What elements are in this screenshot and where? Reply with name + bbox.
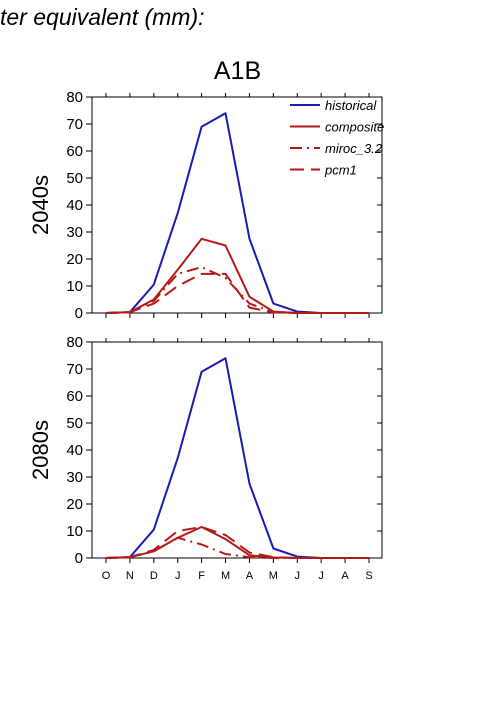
x-tick-label: M [221,570,230,582]
x-tick-label: M [269,570,278,582]
y-tick-label: 70 [66,361,83,378]
y-tick-label: 80 [66,334,83,351]
series-line-composite [105,526,369,559]
y-tick-label: 10 [66,278,83,295]
plot-frame [91,341,383,559]
x-tick-label: S [365,570,372,582]
y-tick-label: 30 [66,224,83,241]
series-line-pcm1 [105,272,369,314]
y-tick-label: 0 [75,550,83,567]
y-tick-label: 50 [66,415,83,432]
x-tick-label: J [295,570,301,582]
x-tick-label: A [341,570,349,582]
x-tick-label: D [150,570,158,582]
legend-entry: historical [325,98,377,113]
legend-entry: miroc_3.2 [325,141,383,156]
y-tick-label: 40 [66,442,83,459]
legend-entry: composite [325,120,384,135]
x-tick-label: J [318,570,324,582]
x-tick-label: A [246,570,254,582]
legend-entry: pcm1 [324,163,357,178]
y-tick-label: 20 [66,496,83,513]
x-tick-label: O [102,570,111,582]
y-tick-label: 60 [66,388,83,405]
y-tick-label: 70 [66,116,83,133]
y-tick-label: 60 [66,143,83,160]
series-line-pcm1 [105,526,369,559]
y-axis-label: 2080s [28,420,53,480]
y-tick-label: 80 [66,89,83,106]
y-tick-label: 10 [66,523,83,540]
series-line-composite [105,237,369,314]
x-tick-label: N [126,570,134,582]
figure-header: ter equivalent (mm): [0,4,205,30]
y-tick-label: 30 [66,469,83,486]
x-tick-label: F [198,570,205,582]
x-tick-label: J [175,570,181,582]
y-tick-label: 20 [66,251,83,268]
y-tick-label: 0 [75,305,83,322]
y-axis-label: 2040s [28,175,53,235]
chart-title: A1B [213,57,262,85]
series-line-historical [105,357,369,559]
y-tick-label: 50 [66,170,83,187]
y-tick-label: 40 [66,197,83,214]
